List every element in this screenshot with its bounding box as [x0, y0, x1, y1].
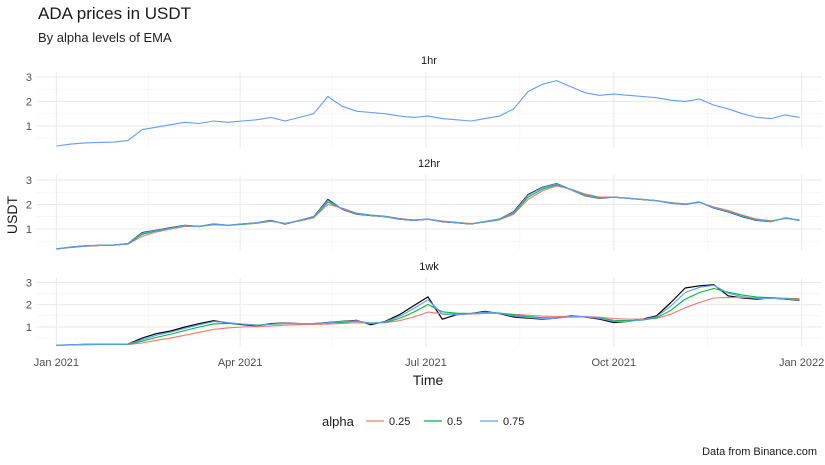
facet-panel-1wk: 1wk 1 2 3 [26, 261, 822, 347]
series-line-alpha-0-75 [56, 81, 799, 146]
x-tick-label: Oct 2021 [591, 357, 636, 369]
facet-label: 12hr [418, 158, 440, 170]
y-tick-label: 2 [26, 199, 32, 211]
legend-entry-label: 0.25 [389, 416, 410, 428]
y-tick-label: 2 [26, 300, 32, 312]
legend-entry-label: 0.5 [447, 416, 462, 428]
facet-label: 1hr [421, 55, 437, 67]
series-line-actual [56, 184, 799, 249]
legend: alpha 0.25 0.5 0.75 [322, 414, 524, 429]
y-tick-label: 1 [26, 121, 32, 133]
y-tick-label: 3 [26, 175, 32, 187]
y-axis-title: USDT [4, 196, 20, 235]
facet-panel-12hr: 12hr 1 2 3 [26, 158, 822, 251]
y-tick-label: 3 [26, 72, 32, 84]
series-line-alpha-0-75 [56, 285, 799, 345]
chart-caption: Data from Binance.com [702, 446, 817, 458]
legend-title: alpha [322, 414, 355, 429]
facet-panel-1hr: 1hr 1 2 3 [26, 55, 822, 148]
x-tick-label: Apr 2021 [218, 357, 263, 369]
x-tick-label: Jul 2021 [405, 357, 447, 369]
y-tick-label: 3 [26, 277, 32, 289]
x-tick-label: Jan 2021 [34, 357, 79, 369]
series-line-alpha-0-25 [56, 186, 799, 249]
facet-label: 1wk [419, 261, 439, 273]
facet-panels: 1hr 1 2 3 12hr 1 2 3 1wk 1 2 3 [26, 55, 822, 347]
legend-entry-label: 0.75 [503, 416, 524, 428]
x-axis-ticks: Jan 2021 Apr 2021 Jul 2021 Oct 2021 Jan 2022 [34, 357, 824, 369]
y-tick-label: 1 [26, 224, 32, 236]
x-tick-label: Jan 2022 [779, 357, 824, 369]
x-axis-title: Time [413, 372, 444, 388]
y-tick-label: 2 [26, 96, 32, 108]
y-tick-label: 1 [26, 322, 32, 334]
